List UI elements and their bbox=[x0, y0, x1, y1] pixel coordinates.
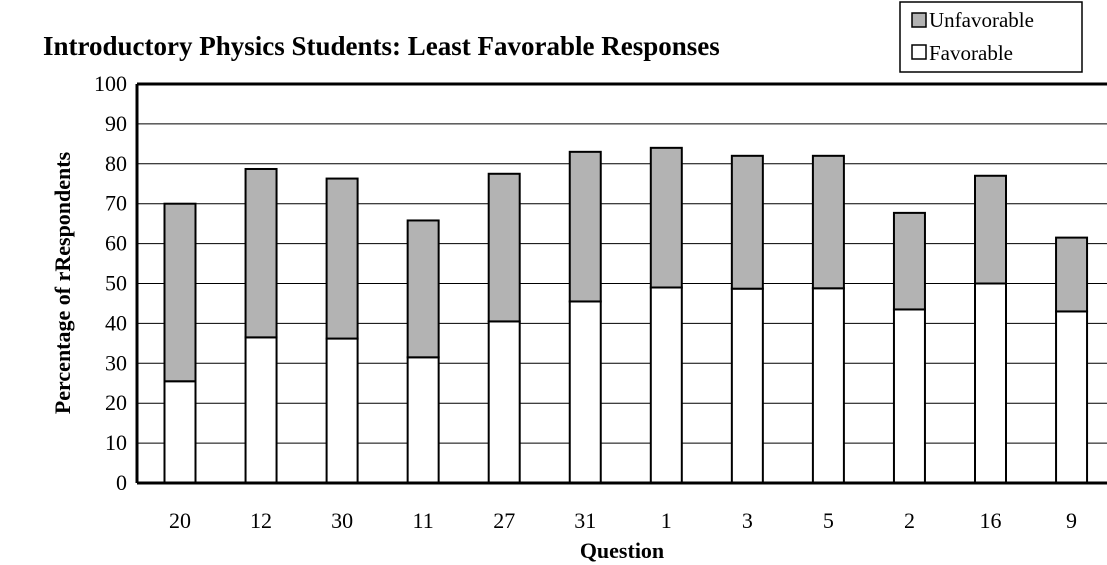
bar-segment-favorable-q11 bbox=[406, 356, 440, 484]
bar-segment-unfavorable-q20 bbox=[163, 202, 197, 383]
legend: Unfavorable Favorable bbox=[899, 1, 1083, 73]
legend-label-favorable: Favorable bbox=[929, 41, 1013, 65]
x-axis-title: Question bbox=[580, 538, 664, 563]
y-tick-label: 70 bbox=[105, 191, 127, 216]
bar-segment-unfavorable-q30 bbox=[325, 177, 359, 340]
bar-segment-favorable-q20 bbox=[163, 380, 197, 485]
bar-segment-unfavorable-q11 bbox=[406, 219, 440, 359]
bar-segment-unfavorable-q31 bbox=[568, 150, 602, 303]
y-axis-title: Percentage of rRespondents bbox=[50, 151, 75, 414]
x-tick-label: 27 bbox=[493, 508, 515, 533]
bar-segment-unfavorable-q27 bbox=[487, 172, 521, 323]
x-tick-label: 2 bbox=[904, 508, 915, 533]
x-tick-label: 9 bbox=[1066, 508, 1077, 533]
bar-segment-favorable-q2 bbox=[892, 308, 926, 484]
x-tick-label: 31 bbox=[574, 508, 596, 533]
x-tick-label: 30 bbox=[331, 508, 353, 533]
y-tick-label: 20 bbox=[105, 390, 127, 415]
legend-swatch-unfavorable bbox=[911, 12, 927, 28]
y-tick-label: 60 bbox=[105, 231, 127, 256]
x-tick-label: 3 bbox=[742, 508, 753, 533]
x-tick-label: 16 bbox=[980, 508, 1002, 533]
y-tick-label: 50 bbox=[105, 271, 127, 296]
x-tick-label: 5 bbox=[823, 508, 834, 533]
bar-segment-unfavorable-q2 bbox=[892, 211, 926, 311]
bar-segment-favorable-q12 bbox=[244, 336, 278, 484]
bar-segment-unfavorable-q3 bbox=[730, 154, 764, 290]
bar-segment-favorable-q31 bbox=[568, 300, 602, 484]
y-tick-labels: 0 10 20 30 40 50 60 70 80 90 100 bbox=[94, 71, 127, 495]
chart-title: Introductory Physics Students: Least Fav… bbox=[43, 31, 720, 61]
x-tick-label: 11 bbox=[413, 508, 434, 533]
y-tick-label: 90 bbox=[105, 111, 127, 136]
y-tick-label: 10 bbox=[105, 430, 127, 455]
x-tick-label: 1 bbox=[661, 508, 672, 533]
x-tick-label: 20 bbox=[169, 508, 191, 533]
y-tick-label: 100 bbox=[94, 71, 127, 96]
legend-box bbox=[899, 1, 1083, 73]
bars bbox=[163, 146, 1089, 485]
bar-segment-favorable-q1 bbox=[649, 286, 683, 484]
y-tick-label: 30 bbox=[105, 350, 127, 375]
y-tick-label: 40 bbox=[105, 310, 127, 335]
bar-segment-unfavorable-q9 bbox=[1055, 236, 1089, 313]
bar-segment-unfavorable-q5 bbox=[811, 154, 845, 290]
legend-swatch-favorable bbox=[911, 44, 927, 60]
bar-segment-favorable-q27 bbox=[487, 320, 521, 484]
y-tick-label: 80 bbox=[105, 151, 127, 176]
legend-label-unfavorable: Unfavorable bbox=[929, 8, 1034, 32]
bar-segment-unfavorable-q12 bbox=[244, 167, 278, 339]
bar-segment-unfavorable-q1 bbox=[649, 146, 683, 289]
bar-segment-favorable-q30 bbox=[325, 337, 359, 485]
gridlines bbox=[137, 123, 1107, 444]
bar-segment-favorable-q3 bbox=[730, 287, 764, 485]
bar-segment-unfavorable-q16 bbox=[974, 174, 1007, 285]
x-tick-labels: 20 12 30 11 27 31 1 3 5 2 16 9 bbox=[169, 508, 1077, 533]
bar-segment-favorable-q5 bbox=[811, 287, 845, 484]
bar-segment-favorable-q16 bbox=[974, 282, 1007, 484]
x-tick-label: 12 bbox=[250, 508, 272, 533]
bar-segment-favorable-q9 bbox=[1055, 310, 1089, 484]
y-tick-label: 0 bbox=[116, 470, 127, 495]
